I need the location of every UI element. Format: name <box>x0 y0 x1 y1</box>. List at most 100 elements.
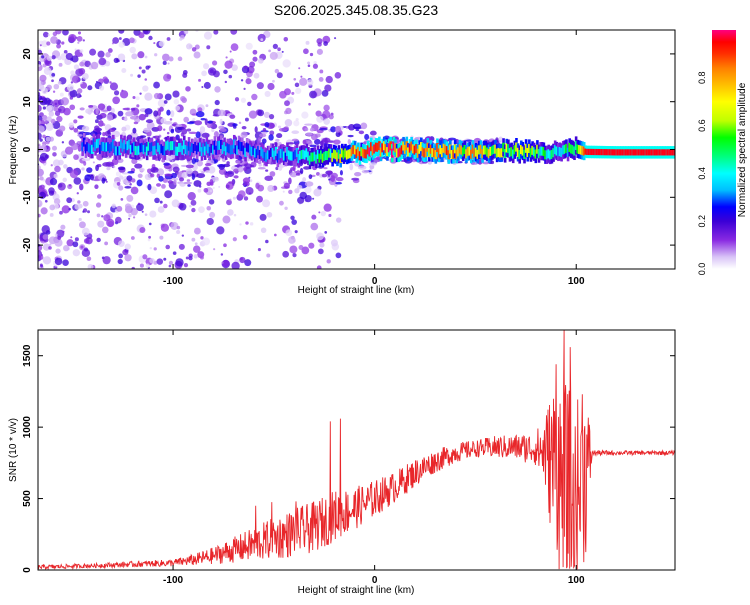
ridge-core <box>263 151 267 161</box>
ridge-core <box>420 142 423 152</box>
noise-blob <box>282 250 290 258</box>
ridge-core <box>374 142 378 152</box>
ridge-core <box>142 145 146 155</box>
ridge-core <box>231 144 234 154</box>
spectral-blob <box>183 181 193 185</box>
ridge-core <box>210 143 213 153</box>
ridge-core <box>315 154 318 164</box>
ridge-core <box>328 148 331 158</box>
ridge-core <box>484 145 488 155</box>
spectral-blob <box>98 120 104 127</box>
ridge-core <box>608 149 612 156</box>
spectral-blob <box>465 139 474 142</box>
noise-blob <box>232 196 236 200</box>
noise-blob <box>187 191 196 201</box>
noise-blob <box>38 125 45 134</box>
snr-y-label: SNR (10 * v/v) <box>8 418 19 482</box>
spectral-blob <box>211 128 215 133</box>
noise-blob <box>216 226 225 235</box>
spectral-blob <box>107 130 111 135</box>
ridge-core <box>415 144 418 154</box>
spectral-blob <box>212 114 218 117</box>
ridge-core <box>286 146 289 157</box>
colorbar-tick-label: 0.6 <box>697 119 707 132</box>
noise-blob <box>101 215 104 218</box>
ridge-core <box>599 148 602 156</box>
noise-blob <box>82 73 89 80</box>
spectral-blob <box>224 172 230 179</box>
ridge-core <box>128 139 131 149</box>
ridge-core <box>284 152 288 162</box>
noise-blob <box>90 61 99 70</box>
ridge-core <box>199 142 202 152</box>
ridge-core <box>545 150 549 160</box>
ridge-core <box>257 146 260 156</box>
ridge-core <box>439 145 442 155</box>
ridge-core <box>524 143 528 153</box>
y-tick-label: 0 <box>22 567 33 573</box>
noise-blob <box>208 199 215 205</box>
noise-blob <box>281 50 284 53</box>
noise-blob <box>222 259 230 267</box>
spectral-blob <box>191 173 196 181</box>
spectral-blob <box>201 170 205 174</box>
noise-blob <box>105 52 111 58</box>
ridge-core <box>166 140 170 150</box>
noise-blob <box>78 217 82 222</box>
ridge-core <box>97 138 101 148</box>
colorbar-tick-label: 0.4 <box>697 167 707 180</box>
ridge-core <box>392 141 396 151</box>
noise-blob <box>48 236 57 245</box>
noise-blob <box>298 67 301 70</box>
ridge-core <box>652 149 655 156</box>
ridge-core <box>202 143 205 153</box>
noise-blob <box>55 30 62 35</box>
ridge-core <box>115 146 118 156</box>
noise-blob <box>81 227 90 236</box>
noise-blob <box>46 84 52 91</box>
spectral-blob <box>157 125 163 132</box>
ridge-core <box>287 150 291 160</box>
ridge-core <box>279 149 283 159</box>
ridge-core <box>534 149 538 159</box>
spectral-blob <box>261 131 268 135</box>
spectral-blob <box>307 140 313 147</box>
colorbar-tick-label: 0.2 <box>697 215 707 228</box>
noise-blob <box>39 145 47 152</box>
ridge-core <box>318 153 322 163</box>
noise-blob <box>168 264 172 268</box>
noise-blob <box>84 60 91 68</box>
ridge-core <box>408 143 412 153</box>
spectral-blob <box>191 163 198 171</box>
ridge-core <box>203 146 207 156</box>
ridge-core <box>594 148 597 156</box>
ridge-core <box>468 146 471 156</box>
spectral-blob <box>84 174 92 182</box>
ridge-core <box>323 151 326 161</box>
spectral-blob <box>304 181 314 187</box>
noise-blob <box>260 38 264 42</box>
noise-blob <box>45 122 54 131</box>
spectral-blob <box>195 111 205 118</box>
noise-blob <box>118 41 125 48</box>
ridge-core <box>629 149 633 156</box>
ridge-core <box>276 153 280 163</box>
ridge-core <box>573 146 576 156</box>
ridge-core <box>640 149 644 156</box>
noise-blob <box>176 229 181 235</box>
noise-blob <box>200 236 204 240</box>
ridge-core <box>431 148 434 158</box>
noise-blob <box>223 69 228 75</box>
noise-blob <box>144 78 148 81</box>
noise-blob <box>118 30 125 34</box>
noise-blob <box>168 56 174 62</box>
noise-blob <box>119 90 129 99</box>
noise-blob <box>284 119 293 127</box>
noise-blob <box>39 138 43 142</box>
ridge-core <box>416 148 420 158</box>
spectral-blob <box>88 105 94 108</box>
noise-blob <box>97 50 105 58</box>
noise-blob <box>263 111 271 119</box>
noise-blob <box>245 221 249 225</box>
noise-blob <box>181 234 184 237</box>
